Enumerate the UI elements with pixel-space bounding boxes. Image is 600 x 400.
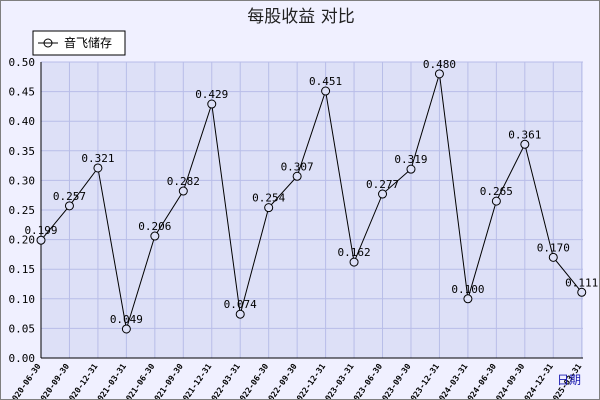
data-point (121, 324, 131, 334)
data-point (491, 196, 501, 206)
data-point (577, 287, 587, 297)
data-point (64, 201, 74, 211)
data-point (520, 139, 530, 149)
data-point (36, 235, 46, 245)
data-label: 0.170 (537, 241, 570, 254)
data-label: 0.361 (508, 128, 541, 141)
axes (40, 62, 583, 359)
data-label: 0.206 (138, 220, 171, 233)
series-line (40, 73, 583, 330)
data-point (321, 86, 331, 96)
data-point (264, 203, 274, 213)
data-label: 0.480 (423, 58, 456, 71)
data-point (93, 163, 103, 173)
data-label: 0.074 (224, 298, 257, 311)
data-label: 0.265 (480, 185, 513, 198)
data-label: 0.199 (24, 224, 57, 237)
data-point (463, 294, 473, 304)
data-label: 0.162 (337, 246, 370, 259)
legend-circle-marker (43, 38, 53, 48)
series-line-group (36, 69, 587, 334)
y-tick-label: 0.50 (9, 56, 36, 69)
data-label: 0.254 (252, 192, 285, 205)
y-tick-label: 0.10 (9, 293, 36, 306)
y-tick-label: 0.05 (9, 322, 36, 335)
data-point (235, 309, 245, 319)
data-point (178, 186, 188, 196)
data-point (292, 171, 302, 181)
y-tick-label: 0.45 (9, 86, 36, 99)
grid (40, 61, 583, 359)
data-point (150, 231, 160, 241)
data-label: 0.319 (394, 153, 427, 166)
data-point (548, 252, 558, 262)
data-label: 0.451 (309, 75, 342, 88)
x-tick-label: 2020-06-30 (8, 362, 43, 399)
legend: 音飞储存 (32, 30, 126, 56)
data-point (207, 99, 217, 109)
y-tick-label: 0.20 (9, 234, 36, 247)
legend-entry-label: 音飞储存 (64, 35, 112, 50)
x-axis-unit-label: 日期 (557, 373, 581, 387)
data-point (434, 69, 444, 79)
y-tick-label: 0.25 (9, 204, 36, 217)
x-axis-ticks: 2020-06-302020-09-302020-12-312021-03-31… (8, 362, 584, 399)
data-label: 0.307 (281, 160, 314, 173)
y-tick-label: 0.35 (9, 145, 36, 158)
data-label: 0.049 (110, 313, 143, 326)
data-label: 0.277 (366, 178, 399, 191)
y-tick-label: 0.15 (9, 263, 36, 276)
y-tick-label: 0.40 (9, 115, 36, 128)
y-tick-label: 0.00 (9, 352, 36, 365)
chart-title: 每股收益 对比 (247, 7, 354, 27)
data-labels: 0.199 0.257 0.321 0.049 0.206 0.282 0.429 0.074… (24, 58, 598, 326)
data-point (349, 257, 359, 267)
data-label: 0.111 (565, 276, 598, 289)
data-label: 0.282 (167, 175, 200, 188)
y-axis-ticks: 0.00 0.05 0.10 0.15 0.20 0.25 0.30 0.35 0.40 0.45… (9, 56, 36, 365)
data-point (406, 164, 416, 174)
data-point (378, 189, 388, 199)
data-label: 0.429 (195, 88, 228, 101)
data-label: 0.100 (451, 283, 484, 296)
data-label: 0.321 (81, 152, 114, 165)
y-tick-label: 0.30 (9, 174, 36, 187)
data-label: 0.257 (53, 190, 86, 203)
